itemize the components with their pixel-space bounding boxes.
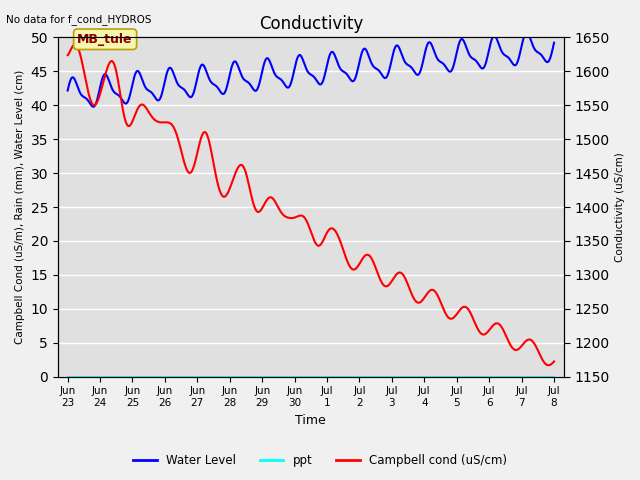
Text: MB_tule: MB_tule (77, 33, 133, 46)
Y-axis label: Conductivity (uS/cm): Conductivity (uS/cm) (615, 152, 625, 262)
Text: No data for f_cond_HYDROS: No data for f_cond_HYDROS (6, 14, 152, 25)
X-axis label: Time: Time (296, 414, 326, 427)
Legend: Water Level, ppt, Campbell cond (uS/cm): Water Level, ppt, Campbell cond (uS/cm) (128, 449, 512, 472)
Y-axis label: Campbell Cond (uS/m), Rain (mm), Water Level (cm): Campbell Cond (uS/m), Rain (mm), Water L… (15, 70, 25, 344)
Title: Conductivity: Conductivity (259, 15, 363, 33)
